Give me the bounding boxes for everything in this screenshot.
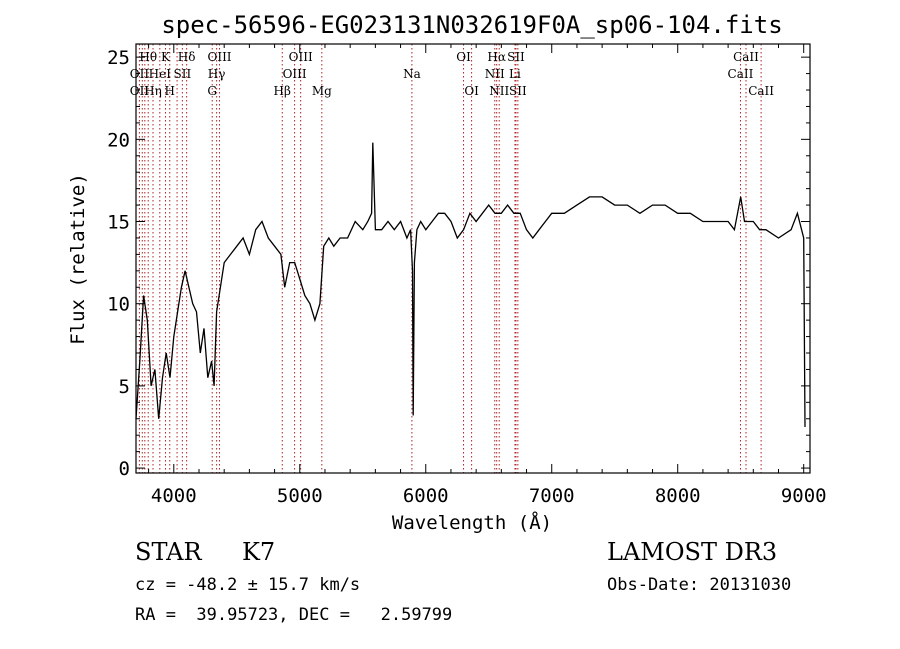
y-tick-label: 5 [119, 376, 130, 398]
y-tick-label: 25 [107, 47, 130, 69]
line-label: SII [507, 50, 525, 64]
redshift-cz: cz = -48.2 ± 15.7 km/s [135, 575, 361, 595]
line-label: Hη [144, 84, 162, 98]
line-label: Mg [312, 84, 332, 98]
ra-dec: RA = 39.95723, DEC = 2.59799 [135, 605, 453, 625]
plot-frame [135, 43, 811, 474]
y-tick-label: 10 [107, 294, 130, 316]
line-label: CaII [728, 67, 754, 81]
y-axis-ticks: 0 5 10 15 20 25 [107, 47, 810, 480]
y-tick-label: 15 [107, 212, 130, 234]
line-label: OII [130, 84, 150, 98]
line-label: H [165, 84, 175, 98]
line-label: Li [509, 67, 521, 81]
object-subclass: K7 [242, 538, 276, 566]
x-tick-label: 6000 [403, 485, 449, 507]
line-label: SII [174, 67, 192, 81]
line-label: NII [485, 67, 505, 81]
line-label: SII [509, 84, 527, 98]
spectrum-series-line [135, 142, 806, 428]
spectral-line-markers [138, 44, 762, 473]
y-tick-label: 20 [107, 129, 130, 151]
x-tick-label: 9000 [781, 485, 827, 507]
x-tick-label: 7000 [529, 485, 575, 507]
y-tick-label: 0 [119, 458, 130, 480]
x-axis-label: Wavelength (Å) [392, 511, 552, 534]
x-axis-ticks: 4000 5000 6000 7000 8000 9000 [148, 44, 827, 507]
line-label: Hδ [178, 50, 196, 64]
x-tick-label: 8000 [655, 485, 701, 507]
chart-title: spec-56596-EG023131N032619F0A_sp06-104.f… [161, 11, 782, 39]
line-label: Hγ [208, 67, 226, 81]
line-label: G [207, 84, 217, 98]
line-label: OIII [207, 50, 231, 64]
y-axis-label: Flux (relative) [67, 173, 89, 345]
line-label: K [161, 50, 171, 64]
line-label: Hα [487, 50, 506, 64]
x-tick-label: 4000 [151, 485, 197, 507]
x-tick-label: 5000 [277, 485, 323, 507]
line-label: HeI [149, 67, 172, 81]
line-label: NII [489, 84, 509, 98]
line-label: OIII [283, 67, 307, 81]
line-label: Hθ [139, 50, 157, 64]
object-class: STAR [135, 538, 202, 566]
line-label: Na [403, 67, 421, 81]
line-label: OI [464, 84, 479, 98]
line-label: OI [456, 50, 471, 64]
survey-name: LAMOST DR3 [607, 538, 778, 566]
line-label: CaII [748, 84, 774, 98]
observation-date: Obs-Date: 20131030 [607, 575, 792, 595]
line-label: CaII [733, 50, 759, 64]
line-label: OIII [289, 50, 313, 64]
line-label: Hβ [274, 84, 291, 98]
